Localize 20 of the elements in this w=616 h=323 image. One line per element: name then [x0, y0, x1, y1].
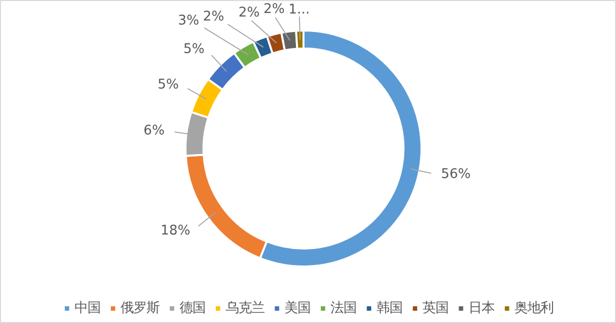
- legend-label: 英国: [422, 300, 448, 317]
- data-label: 2%: [202, 9, 224, 24]
- data-label: 5%: [183, 42, 205, 58]
- data-label: 5%: [158, 77, 179, 92]
- legend-label: 奥地利: [514, 300, 554, 317]
- legend-label: 法国: [330, 300, 356, 317]
- legend-label: 韩国: [376, 300, 402, 317]
- data-label: 56%: [441, 167, 471, 182]
- data-label: 3%: [178, 13, 200, 28]
- legend-label: 日本: [468, 300, 494, 317]
- legend-label: 美国: [284, 300, 310, 317]
- data-label: 6%: [143, 123, 165, 138]
- data-label: 1...: [288, 2, 310, 18]
- legend-label: 德国: [180, 300, 206, 317]
- data-label: 2%: [238, 5, 260, 20]
- legend-label: 乌克兰: [226, 300, 264, 317]
- legend-label: 俄罗斯: [120, 300, 160, 317]
- data-label: 18%: [160, 223, 190, 238]
- legend-label: 中国: [74, 300, 100, 317]
- data-label: 2%: [264, 2, 285, 18]
